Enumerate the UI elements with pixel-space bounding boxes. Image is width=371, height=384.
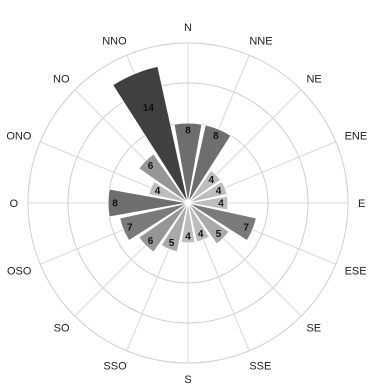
wedge-ese (187, 202, 257, 242)
direction-label-sso: SSO (103, 361, 127, 373)
value-label-nno: 14 (143, 103, 155, 114)
direction-label-ono: ONO (6, 131, 32, 143)
value-label-se: 5 (216, 229, 222, 240)
direction-label-ene: ENE (345, 131, 368, 143)
wedge-oso (119, 202, 189, 242)
wedge-nne (187, 124, 232, 204)
wedge-o (107, 188, 189, 218)
value-label-so: 6 (148, 236, 154, 247)
value-label-nne: 8 (213, 131, 219, 142)
wedge-no (138, 153, 189, 204)
direction-label-ese: ESE (345, 265, 367, 277)
direction-label-o: O (9, 198, 18, 210)
direction-label-oso: OSO (7, 265, 32, 277)
wedge-s (180, 202, 196, 244)
wedge-so (138, 202, 189, 253)
wedge-ene (187, 180, 228, 204)
wedge-sse (187, 202, 211, 243)
value-label-ono: 4 (155, 186, 161, 197)
wedge-sso (160, 202, 189, 253)
wedge-n (173, 122, 203, 204)
direction-label-no: NO (53, 74, 70, 86)
value-label-no: 6 (148, 161, 154, 172)
rose-wedges (107, 65, 257, 253)
value-label-s: 4 (185, 232, 191, 243)
value-label-o: 8 (112, 199, 118, 210)
direction-label-nne: NNE (249, 35, 272, 47)
direction-label-se: SE (306, 322, 321, 334)
direction-label-n: N (184, 22, 192, 34)
wedge-ono (148, 180, 189, 204)
direction-label-so: SO (54, 322, 70, 334)
value-label-n: 8 (185, 126, 191, 137)
value-label-sse: 4 (198, 229, 204, 240)
wedge-ne (187, 169, 222, 204)
direction-label-e: E (358, 198, 365, 210)
direction-label-ne: NE (306, 74, 321, 86)
value-label-sso: 5 (169, 238, 175, 249)
wedge-nno (111, 65, 189, 204)
wedge-e (187, 195, 229, 211)
value-label-ese: 7 (243, 223, 249, 234)
value-label-ene: 4 (216, 186, 222, 197)
wedge-se (187, 202, 230, 245)
value-label-oso: 7 (127, 223, 133, 234)
direction-labels: N NNE NE ENE E ESE SE SSE S SSO SO OSO O ONO NO NNO (6, 22, 367, 384)
direction-label-s: S (184, 374, 191, 384)
value-label-ne: 4 (209, 175, 215, 186)
direction-label-sse: SSE (249, 361, 271, 373)
direction-label-nno: NNO (102, 35, 127, 47)
value-label-e: 4 (218, 199, 224, 210)
